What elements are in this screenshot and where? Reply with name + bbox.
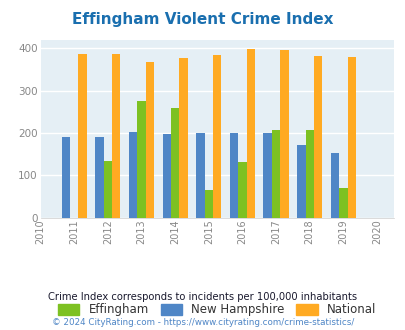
Text: Effingham Violent Crime Index: Effingham Violent Crime Index — [72, 12, 333, 26]
Bar — [95, 137, 103, 218]
Bar — [162, 134, 171, 218]
Bar — [246, 49, 254, 218]
Bar — [305, 130, 313, 218]
Bar — [112, 53, 120, 218]
Bar — [279, 50, 288, 218]
Bar — [263, 133, 271, 218]
Bar — [204, 190, 213, 218]
Bar — [179, 58, 187, 218]
Bar — [137, 101, 145, 218]
Bar — [271, 130, 279, 218]
Bar — [145, 62, 154, 218]
Bar — [330, 153, 338, 218]
Text: Crime Index corresponds to incidents per 100,000 inhabitants: Crime Index corresponds to incidents per… — [48, 292, 357, 302]
Bar — [347, 57, 355, 218]
Bar — [196, 133, 204, 218]
Bar — [171, 108, 179, 218]
Bar — [238, 162, 246, 218]
Bar — [338, 188, 347, 218]
Bar — [78, 53, 87, 218]
Bar — [129, 132, 137, 218]
Bar — [229, 133, 238, 218]
Bar — [103, 160, 112, 218]
Bar — [313, 56, 322, 218]
Bar — [296, 145, 305, 218]
Bar — [62, 137, 70, 218]
Legend: Effingham, New Hampshire, National: Effingham, New Hampshire, National — [53, 299, 380, 321]
Bar — [213, 55, 221, 218]
Text: © 2024 CityRating.com - https://www.cityrating.com/crime-statistics/: © 2024 CityRating.com - https://www.city… — [52, 318, 353, 327]
